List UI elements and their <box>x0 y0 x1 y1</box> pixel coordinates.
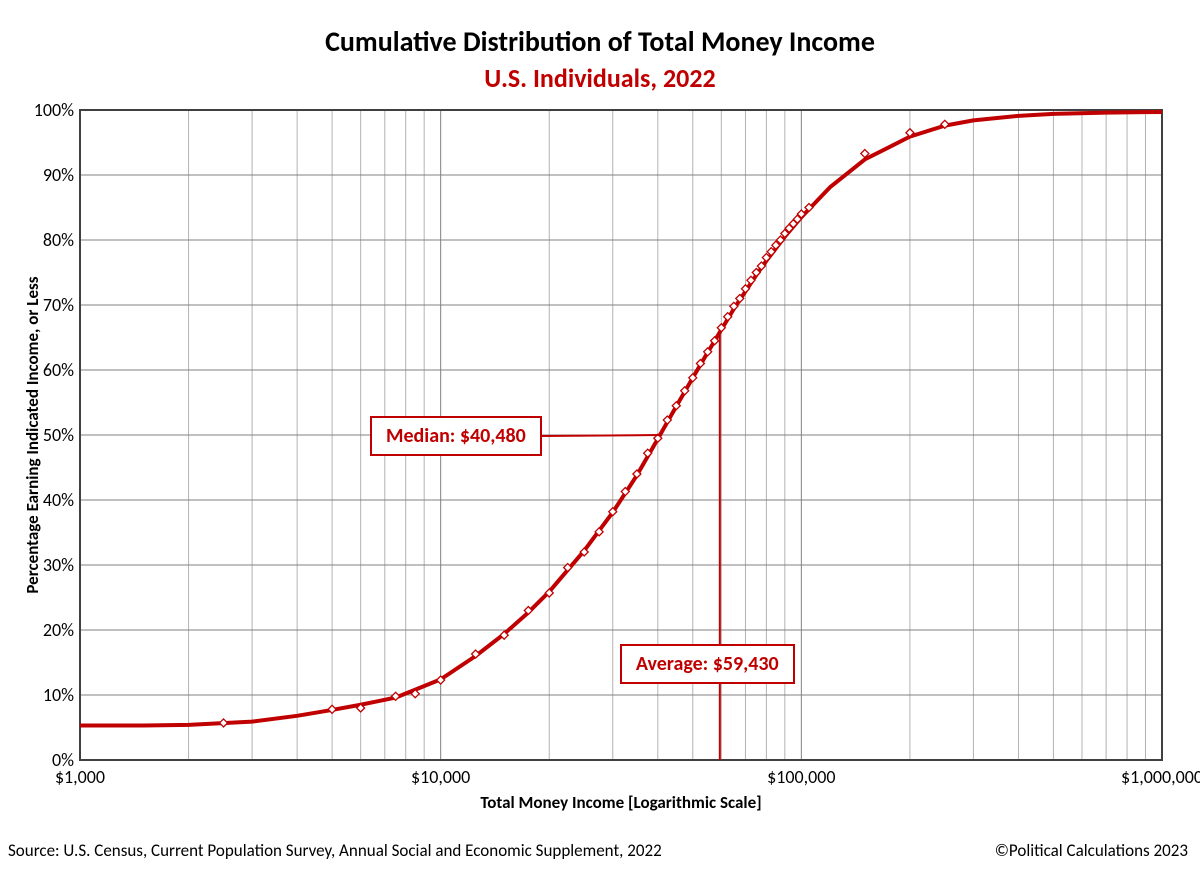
chart-container: { "title": { "text": "Cumulative Distrib… <box>0 0 1200 869</box>
copyright-text: ©Political Calculations 2023 <box>995 840 1188 861</box>
average-callout: Average: $59,430 <box>620 644 795 684</box>
plot-area <box>0 0 1200 869</box>
x-axis-label: Total Money Income [Logarithmic Scale] <box>80 792 1162 813</box>
source-text: Source: U.S. Census, Current Population … <box>8 840 662 861</box>
y-axis-label: Percentage Earning Indicated Income, or … <box>22 235 43 635</box>
median-callout: Median: $40,480 <box>370 416 542 456</box>
